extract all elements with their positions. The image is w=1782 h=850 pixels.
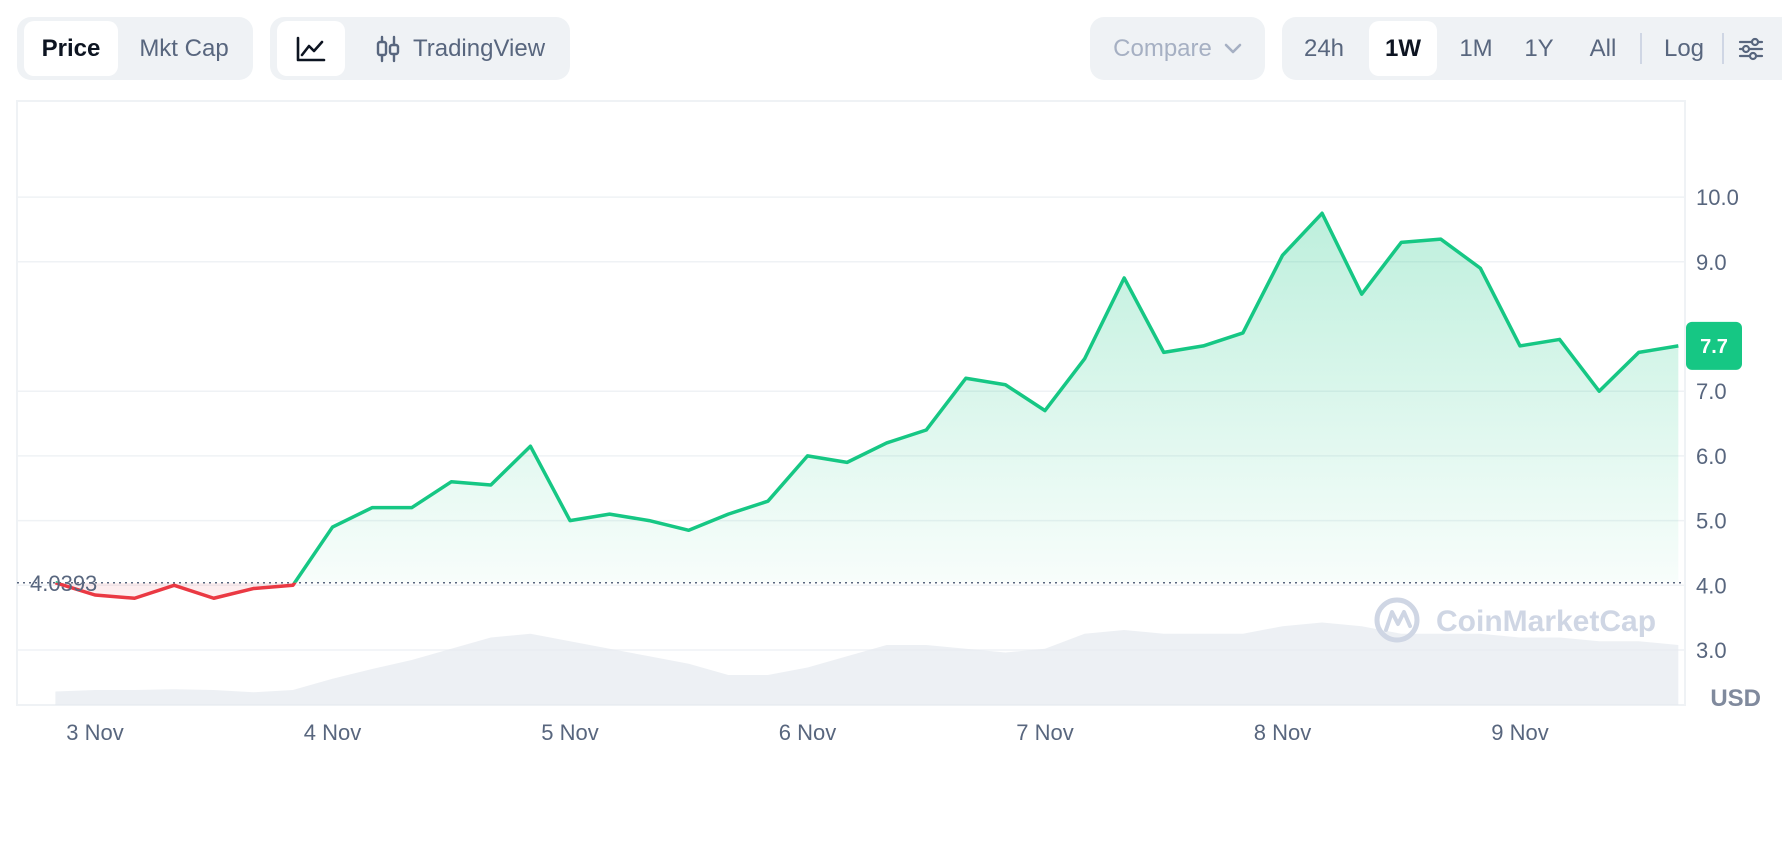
range-1m[interactable]: 1M [1459, 34, 1493, 62]
log-divider [1722, 33, 1724, 64]
view-toggle: Price Mkt Cap [17, 17, 253, 80]
range-1w[interactable]: 1W [1369, 21, 1437, 76]
compare-label: Compare [1113, 34, 1212, 62]
range-1y[interactable]: 1Y [1524, 34, 1554, 62]
volume-bars [55, 622, 1679, 705]
y-tick-label: 4.0 [1696, 573, 1727, 598]
line-chart-button[interactable] [277, 21, 345, 76]
coinmarketcap-logo-icon [1374, 597, 1420, 643]
sliders-icon [1738, 37, 1764, 60]
price-line-up [55, 211, 1679, 583]
chart-type-toggle: TradingView [270, 17, 570, 80]
price-chart[interactable]: CoinMarketCap 4.0393 3.0 4.0 5.0 6.0 7.0 9.0 1… [0, 100, 1782, 850]
x-tick-label: 3 Nov [66, 720, 123, 745]
baseline-label: 4.0393 [30, 571, 97, 596]
x-tick-label: 4 Nov [304, 720, 361, 745]
range-divider [1640, 33, 1642, 64]
tradingview-button[interactable]: TradingView [360, 21, 560, 76]
range-24h[interactable]: 24h [1303, 34, 1345, 62]
y-tick-label: 9.0 [1696, 250, 1727, 275]
x-tick-label: 8 Nov [1254, 720, 1311, 745]
volume-area [55, 622, 1679, 705]
y-tick-label: 10.0 [1696, 185, 1739, 210]
current-price-tag: 7.7 [1686, 321, 1742, 370]
watermark-text: CoinMarketCap [1436, 605, 1656, 638]
range-all[interactable]: All [1589, 34, 1617, 62]
settings-button[interactable] [1732, 21, 1782, 76]
current-price-badge [1686, 321, 1742, 370]
price-areas [55, 213, 1679, 599]
y-tick-label: 5.0 [1696, 509, 1727, 534]
market-cap-tab[interactable]: Mkt Cap [139, 34, 229, 62]
y-axis-unit: USD [1710, 685, 1761, 712]
price-chart-area[interactable]: CoinMarketCap 4.0393 3.0 4.0 5.0 6.0 7.0 9.0 1… [0, 100, 1782, 850]
price-tab[interactable]: Price [24, 21, 118, 76]
line-chart-icon [296, 36, 326, 61]
chevron-down-icon [1224, 43, 1242, 53]
x-tick-label: 9 Nov [1491, 720, 1548, 745]
range-toggle: 24h 1W 1M 1Y All Log [1282, 17, 1782, 80]
chart-toolbar: Price Mkt Cap TradingView Compare 24h [0, 0, 1782, 100]
x-axis-ticks: 3 Nov 4 Nov 5 Nov 6 Nov 7 Nov 8 Nov 9 Nov [66, 720, 1548, 745]
price-lines [54, 211, 1679, 600]
x-tick-label: 7 Nov [1016, 720, 1073, 745]
y-tick-label: 6.0 [1696, 444, 1727, 469]
price-area-up [55, 213, 1679, 583]
price-area-down [55, 582, 295, 599]
tradingview-label: TradingView [412, 34, 546, 62]
candlestick-icon [376, 35, 400, 62]
watermark: CoinMarketCap [1374, 597, 1656, 643]
log-scale-toggle[interactable]: Log [1663, 34, 1705, 62]
y-tick-label: 3.0 [1696, 638, 1727, 663]
y-tick-label: 7.0 [1696, 379, 1727, 404]
logo-mark-icon [1384, 610, 1412, 632]
y-axis-ticks: 3.0 4.0 5.0 6.0 7.0 9.0 10.0 [1696, 185, 1739, 663]
compare-dropdown[interactable]: Compare [1090, 17, 1265, 80]
x-tick-label: 5 Nov [541, 720, 598, 745]
x-tick-label: 6 Nov [779, 720, 836, 745]
current-price-value: 7.7 [1700, 336, 1728, 358]
